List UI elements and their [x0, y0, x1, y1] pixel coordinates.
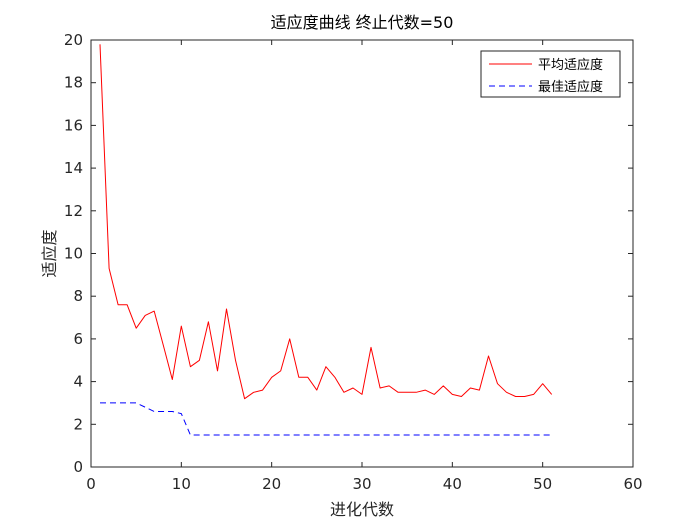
y-tick-label: 0 [73, 458, 83, 476]
series-group [99, 44, 553, 436]
x-axis-label: 进化代数 [330, 500, 394, 519]
y-tick-label: 6 [73, 330, 83, 348]
y-tick-label: 2 [73, 415, 83, 433]
x-tick-label: 20 [262, 475, 281, 493]
legend-box [480, 50, 621, 98]
x-tick-label: 30 [352, 475, 371, 493]
legend: 平均适应度 最佳适应度 [480, 50, 621, 98]
series-line-best [100, 402, 552, 436]
y-tick-label: 16 [64, 116, 83, 134]
legend-label-avg: 平均适应度 [538, 57, 603, 73]
series-line-avg [99, 44, 553, 400]
x-tick-label: 40 [443, 475, 462, 493]
y-tick-label: 20 [64, 31, 83, 49]
x-tick-label: 10 [172, 475, 191, 493]
plot-area [91, 40, 633, 467]
x-tick-label: 50 [533, 475, 552, 493]
y-tick-label: 8 [73, 287, 83, 305]
y-tick-label: 4 [73, 373, 83, 391]
y-tick-label: 18 [64, 74, 83, 92]
chart-title: 适应度曲线 终止代数=50 [271, 13, 454, 32]
ticks-group: 0 10 20 30 40 50 60 0 2 4 6 8 10 12 14 16 18 20 [64, 31, 643, 493]
y-axis-label: 适应度 [40, 229, 59, 277]
x-tick-label: 0 [86, 475, 96, 493]
y-tick-label: 12 [64, 202, 83, 220]
x-tick-label: 60 [623, 475, 642, 493]
y-tick-label: 10 [64, 245, 83, 263]
plot-border [90, 39, 634, 468]
y-tick-label: 14 [64, 159, 83, 177]
legend-label-best: 最佳适应度 [538, 79, 603, 95]
